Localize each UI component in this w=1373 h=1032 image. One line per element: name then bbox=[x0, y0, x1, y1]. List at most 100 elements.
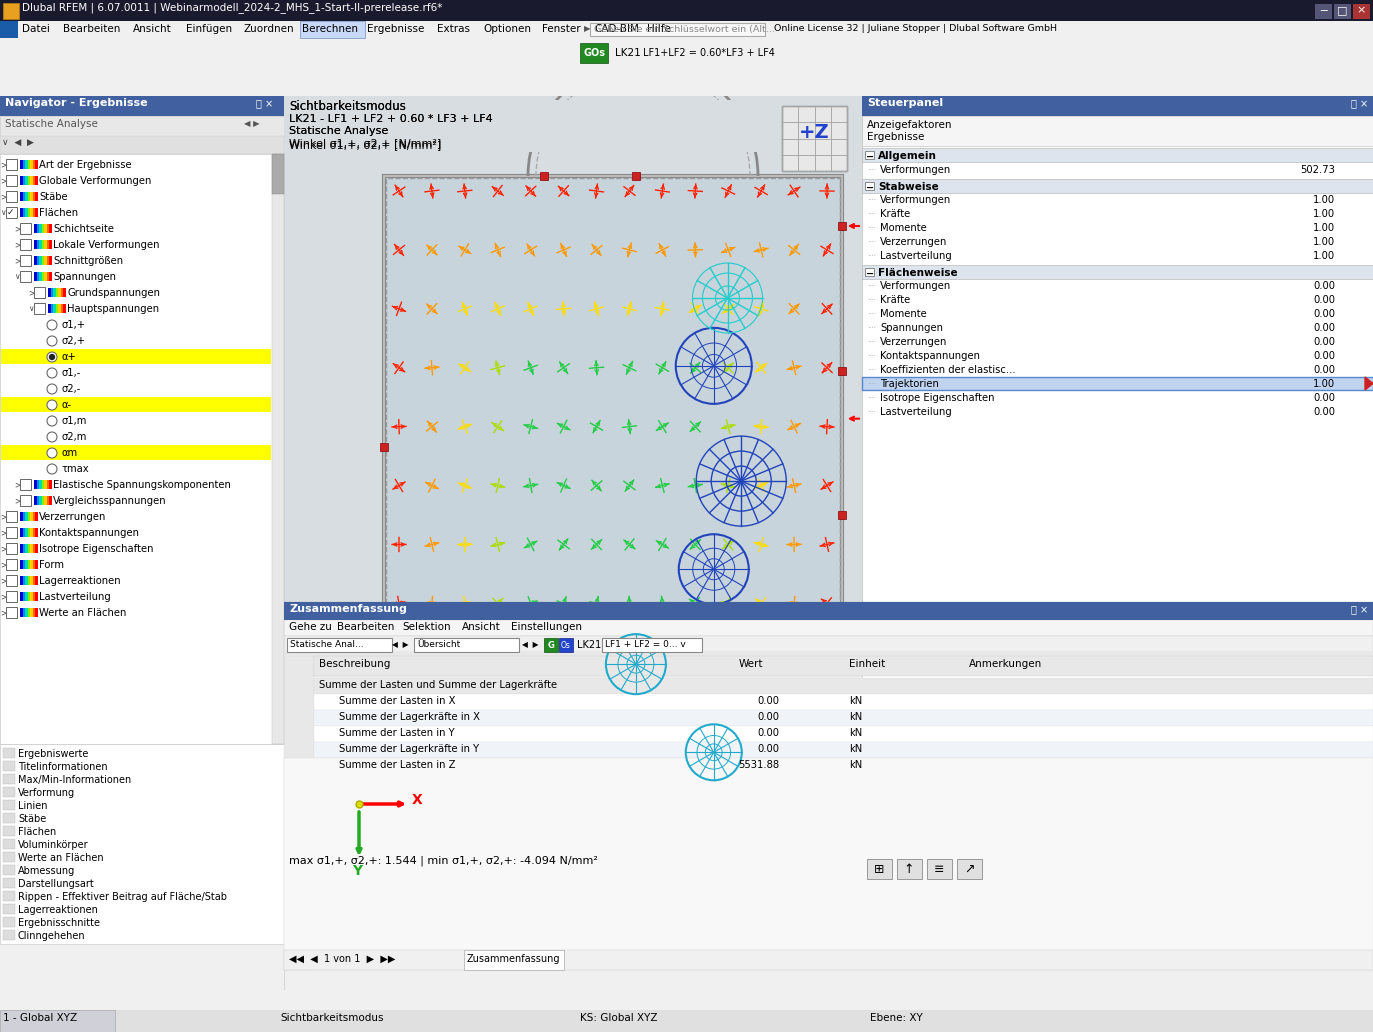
Bar bbox=[48, 288, 51, 297]
Text: Hauptspannungen: Hauptspannungen bbox=[67, 304, 159, 314]
Text: Zuordnen: Zuordnen bbox=[244, 24, 295, 34]
Bar bbox=[27, 208, 30, 217]
Text: Lokale Verformungen: Lokale Verformungen bbox=[54, 240, 159, 250]
Bar bbox=[284, 652, 1373, 656]
Text: Elastische Spannungskomponenten: Elastische Spannungskomponenten bbox=[54, 480, 231, 490]
Bar bbox=[38, 224, 41, 233]
Bar bbox=[5, 511, 16, 522]
Bar bbox=[27, 528, 30, 537]
Text: >: > bbox=[14, 240, 21, 249]
Bar bbox=[34, 480, 37, 489]
Bar bbox=[21, 608, 22, 617]
Bar bbox=[21, 208, 22, 217]
Text: ....: .... bbox=[866, 223, 876, 229]
Bar bbox=[838, 511, 846, 519]
Text: LK21 - LF1 + LF2 + 0.60 * LF3 + LF4: LK21 - LF1 + LF2 + 0.60 * LF3 + LF4 bbox=[288, 114, 493, 124]
Text: ∨  ◀  ▶: ∨ ◀ ▶ bbox=[1, 138, 34, 147]
Bar bbox=[21, 255, 32, 266]
Text: Bearbeiten: Bearbeiten bbox=[338, 622, 395, 632]
Bar bbox=[30, 512, 33, 521]
Bar bbox=[21, 271, 32, 282]
Text: kN: kN bbox=[849, 696, 862, 706]
Bar bbox=[25, 512, 27, 521]
Text: 0.00: 0.00 bbox=[1313, 281, 1335, 291]
Bar bbox=[33, 576, 34, 585]
Text: ....: .... bbox=[866, 351, 876, 357]
Text: σ2,m: σ2,m bbox=[62, 432, 88, 442]
Text: 1 - Global XYZ: 1 - Global XYZ bbox=[3, 1013, 77, 1023]
Bar bbox=[27, 176, 30, 185]
Bar bbox=[897, 859, 923, 879]
Bar bbox=[47, 272, 49, 281]
Bar bbox=[0, 38, 1373, 67]
Circle shape bbox=[47, 368, 58, 378]
Bar bbox=[783, 106, 847, 171]
Bar bbox=[27, 544, 30, 553]
Text: Linien: Linien bbox=[18, 801, 48, 811]
Bar bbox=[314, 710, 1373, 725]
Bar bbox=[33, 160, 34, 169]
Bar bbox=[21, 544, 22, 553]
Bar bbox=[22, 192, 25, 201]
Bar bbox=[601, 638, 702, 652]
Bar bbox=[58, 304, 60, 313]
Text: Datei: Datei bbox=[22, 24, 49, 34]
Text: kN: kN bbox=[849, 712, 862, 722]
Bar bbox=[865, 268, 875, 276]
Text: α-: α- bbox=[62, 400, 73, 410]
Bar bbox=[22, 160, 25, 169]
Bar bbox=[0, 21, 18, 38]
Text: 1.00: 1.00 bbox=[1313, 379, 1335, 389]
Text: >: > bbox=[14, 256, 21, 265]
Text: Werte an Flächen: Werte an Flächen bbox=[38, 608, 126, 618]
Bar bbox=[22, 592, 25, 601]
Text: Statische Analyse: Statische Analyse bbox=[288, 126, 389, 136]
Text: Form: Form bbox=[38, 560, 65, 570]
Bar bbox=[38, 256, 41, 265]
Text: Abmessung: Abmessung bbox=[18, 866, 76, 876]
Bar bbox=[22, 576, 25, 585]
Text: >: > bbox=[27, 288, 34, 297]
Bar bbox=[380, 647, 389, 654]
Bar bbox=[27, 592, 30, 601]
Text: Sichtbarkeitsmodus: Sichtbarkeitsmodus bbox=[288, 100, 406, 112]
Bar bbox=[25, 592, 27, 601]
Bar bbox=[838, 366, 846, 375]
Bar bbox=[957, 859, 982, 879]
Bar bbox=[51, 288, 54, 297]
Bar bbox=[34, 224, 37, 233]
Bar bbox=[5, 559, 16, 570]
Bar bbox=[33, 608, 34, 617]
Text: Kontaktspannungen: Kontaktspannungen bbox=[38, 528, 139, 538]
Text: 0.00: 0.00 bbox=[1313, 393, 1335, 404]
Text: 0.00: 0.00 bbox=[1313, 351, 1335, 361]
Text: ....: .... bbox=[866, 393, 876, 399]
Bar bbox=[33, 192, 34, 201]
Bar bbox=[0, 1010, 115, 1032]
Bar bbox=[838, 655, 846, 664]
Bar bbox=[30, 208, 33, 217]
Bar bbox=[384, 176, 842, 854]
Text: Koeffizienten der elastisc...: Koeffizienten der elastisc... bbox=[880, 365, 1016, 375]
Text: 5531.88: 5531.88 bbox=[737, 760, 778, 770]
Bar bbox=[380, 850, 389, 858]
Text: Summe der Lasten und Summe der Lagerkräfte: Summe der Lasten und Summe der Lagerkräf… bbox=[319, 680, 557, 690]
Bar bbox=[862, 844, 1373, 894]
Bar bbox=[33, 176, 34, 185]
Bar bbox=[272, 154, 284, 194]
Text: Vergleichsspannungen: Vergleichsspannungen bbox=[54, 496, 166, 506]
Text: 1.00: 1.00 bbox=[1313, 223, 1335, 233]
Bar bbox=[22, 544, 25, 553]
Bar bbox=[22, 176, 25, 185]
Text: ≡: ≡ bbox=[934, 863, 945, 876]
Text: Winkel σ1,+, σ2,+ [N/mm²]: Winkel σ1,+, σ2,+ [N/mm²] bbox=[288, 138, 441, 148]
Bar bbox=[533, 850, 541, 858]
Bar bbox=[34, 528, 37, 537]
Text: >: > bbox=[14, 224, 21, 233]
Bar bbox=[30, 160, 33, 169]
Bar bbox=[838, 850, 846, 858]
Text: σ2,-: σ2,- bbox=[62, 384, 81, 394]
Bar bbox=[384, 176, 842, 854]
Text: Navigator - Ergebnisse: Navigator - Ergebnisse bbox=[5, 98, 148, 108]
Text: KS: Global XYZ: KS: Global XYZ bbox=[579, 1013, 658, 1023]
